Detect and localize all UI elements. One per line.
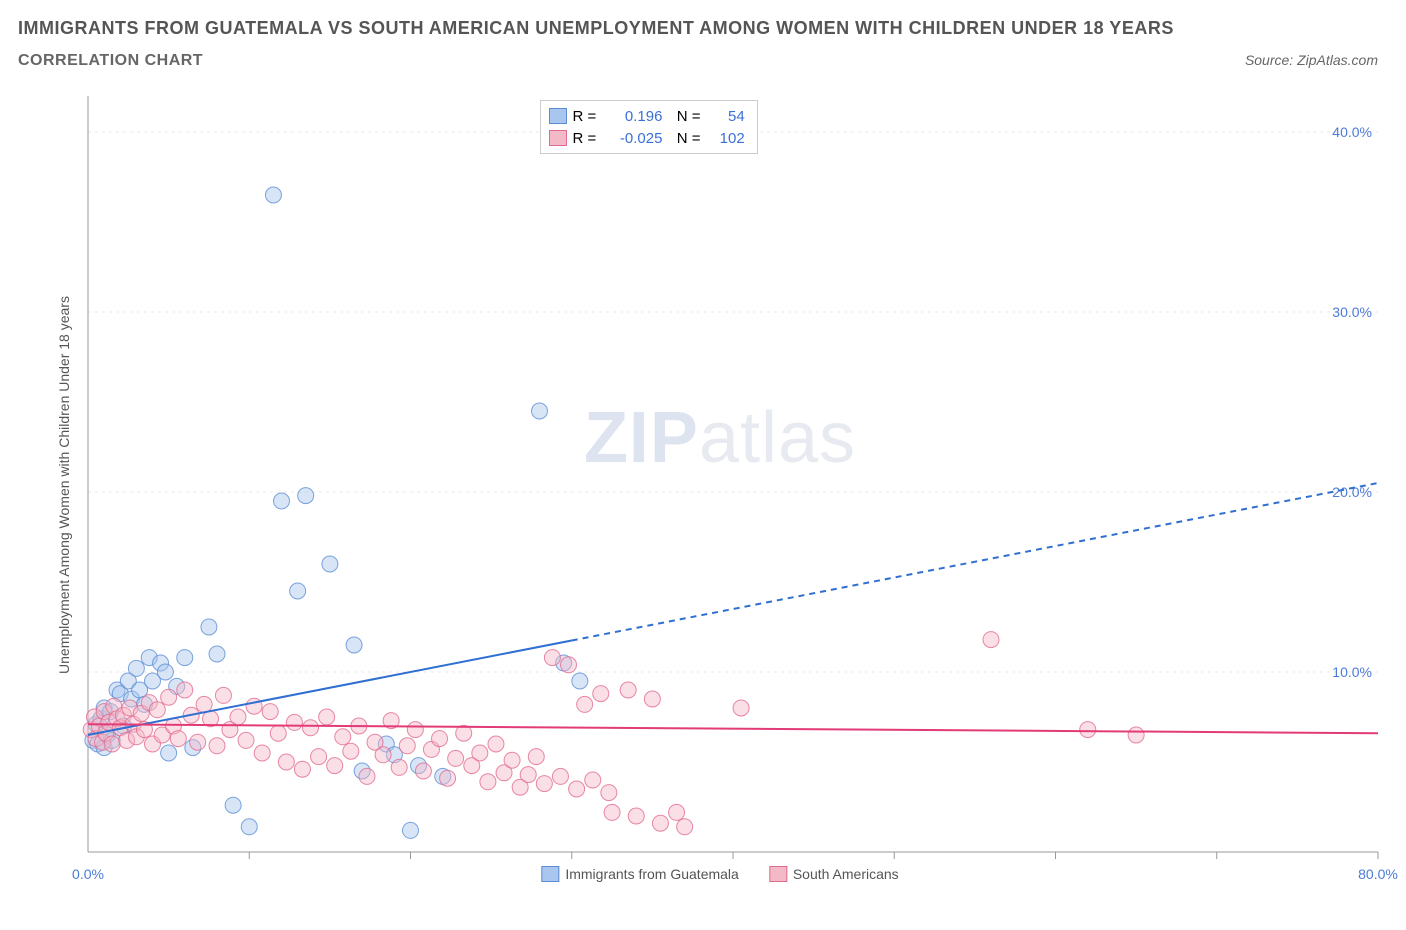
legend-label: Immigrants from Guatemala: [565, 866, 739, 882]
x-tick-label: 0.0%: [72, 866, 104, 882]
x-tick-label: 80.0%: [1358, 866, 1398, 882]
legend-item: South Americans: [769, 866, 899, 882]
legend-r-label: R =: [573, 130, 601, 147]
legend-n-value: 54: [711, 108, 745, 125]
y-tick-label: 30.0%: [1332, 304, 1372, 320]
legend-swatch: [549, 130, 567, 146]
legend-n-label: N =: [668, 130, 704, 147]
chart-title: IMMIGRANTS FROM GUATEMALA VS SOUTH AMERI…: [18, 18, 1174, 39]
y-tick-label: 10.0%: [1332, 664, 1372, 680]
stats-legend: R = 0.196 N = 54 R = -0.025 N = 102: [540, 100, 758, 154]
legend-r-value: -0.025: [606, 130, 662, 147]
legend-n-value: 102: [711, 130, 745, 147]
chart-area: Unemployment Among Women with Children U…: [60, 90, 1380, 880]
legend-swatch: [549, 108, 567, 124]
source-attribution: Source: ZipAtlas.com: [1245, 52, 1378, 68]
legend-r-label: R =: [573, 108, 601, 125]
legend-item: Immigrants from Guatemala: [541, 866, 739, 882]
scatter-plot: [60, 90, 1380, 882]
legend-swatch: [541, 866, 559, 882]
legend-swatch: [769, 866, 787, 882]
legend-n-label: N =: [668, 108, 704, 125]
legend-r-value: 0.196: [606, 108, 662, 125]
x-axis-legend: Immigrants from Guatemala South Americans: [541, 866, 898, 882]
y-tick-label: 20.0%: [1332, 484, 1372, 500]
chart-subtitle: CORRELATION CHART: [18, 52, 203, 70]
legend-label: South Americans: [793, 866, 899, 882]
y-tick-label: 40.0%: [1332, 124, 1372, 140]
